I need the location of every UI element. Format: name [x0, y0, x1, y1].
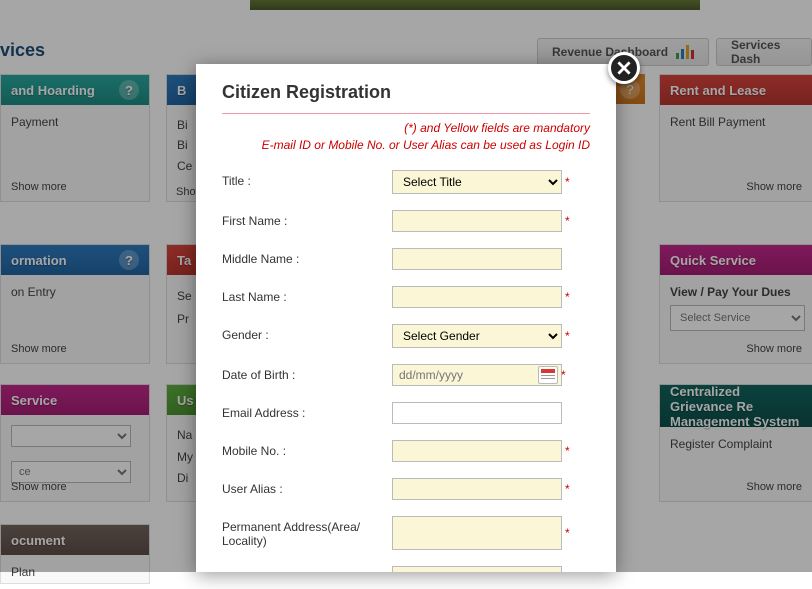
mandatory-notice: (*) and Yellow fields are mandatory — [222, 120, 590, 137]
label-first-name: First Name : — [222, 210, 392, 228]
last-name-input[interactable] — [392, 286, 562, 308]
label-mobile: Mobile No. : — [222, 440, 392, 458]
close-icon — [617, 61, 631, 75]
dob-input[interactable] — [392, 364, 562, 386]
citizen-registration-modal: Citizen Registration (*) and Yellow fiel… — [196, 64, 616, 572]
label-dob: Date of Birth : — [222, 364, 392, 382]
label-last-name: Last Name : — [222, 286, 392, 304]
email-input[interactable] — [392, 402, 562, 424]
required-asterisk: * — [565, 175, 570, 189]
middle-name-input[interactable] — [392, 248, 562, 270]
login-id-notice: E-mail ID or Mobile No. or User Alias ca… — [222, 137, 590, 154]
label-gender: Gender : — [222, 324, 392, 342]
gender-select[interactable]: Select Gender — [392, 324, 562, 348]
close-button[interactable] — [608, 52, 640, 84]
modal-title: Citizen Registration — [222, 82, 590, 103]
label-title: Title : — [222, 170, 392, 188]
label-taluka: (Taluka/ Town/ City/ District/ State) — [222, 566, 392, 572]
taluka-textarea[interactable] — [392, 566, 562, 572]
label-middle-name: Middle Name : — [222, 248, 392, 266]
title-select[interactable]: Select Title — [392, 170, 562, 194]
label-address: Permanent Address(Area/ Locality) — [222, 516, 392, 548]
label-email: Email Address : — [222, 402, 392, 420]
divider — [222, 113, 590, 114]
alias-input[interactable] — [392, 478, 562, 500]
modal-scroll-area[interactable]: Citizen Registration (*) and Yellow fiel… — [196, 64, 616, 572]
address-textarea[interactable] — [392, 516, 562, 550]
mobile-input[interactable] — [392, 440, 562, 462]
first-name-input[interactable] — [392, 210, 562, 232]
label-alias: User Alias : — [222, 478, 392, 496]
